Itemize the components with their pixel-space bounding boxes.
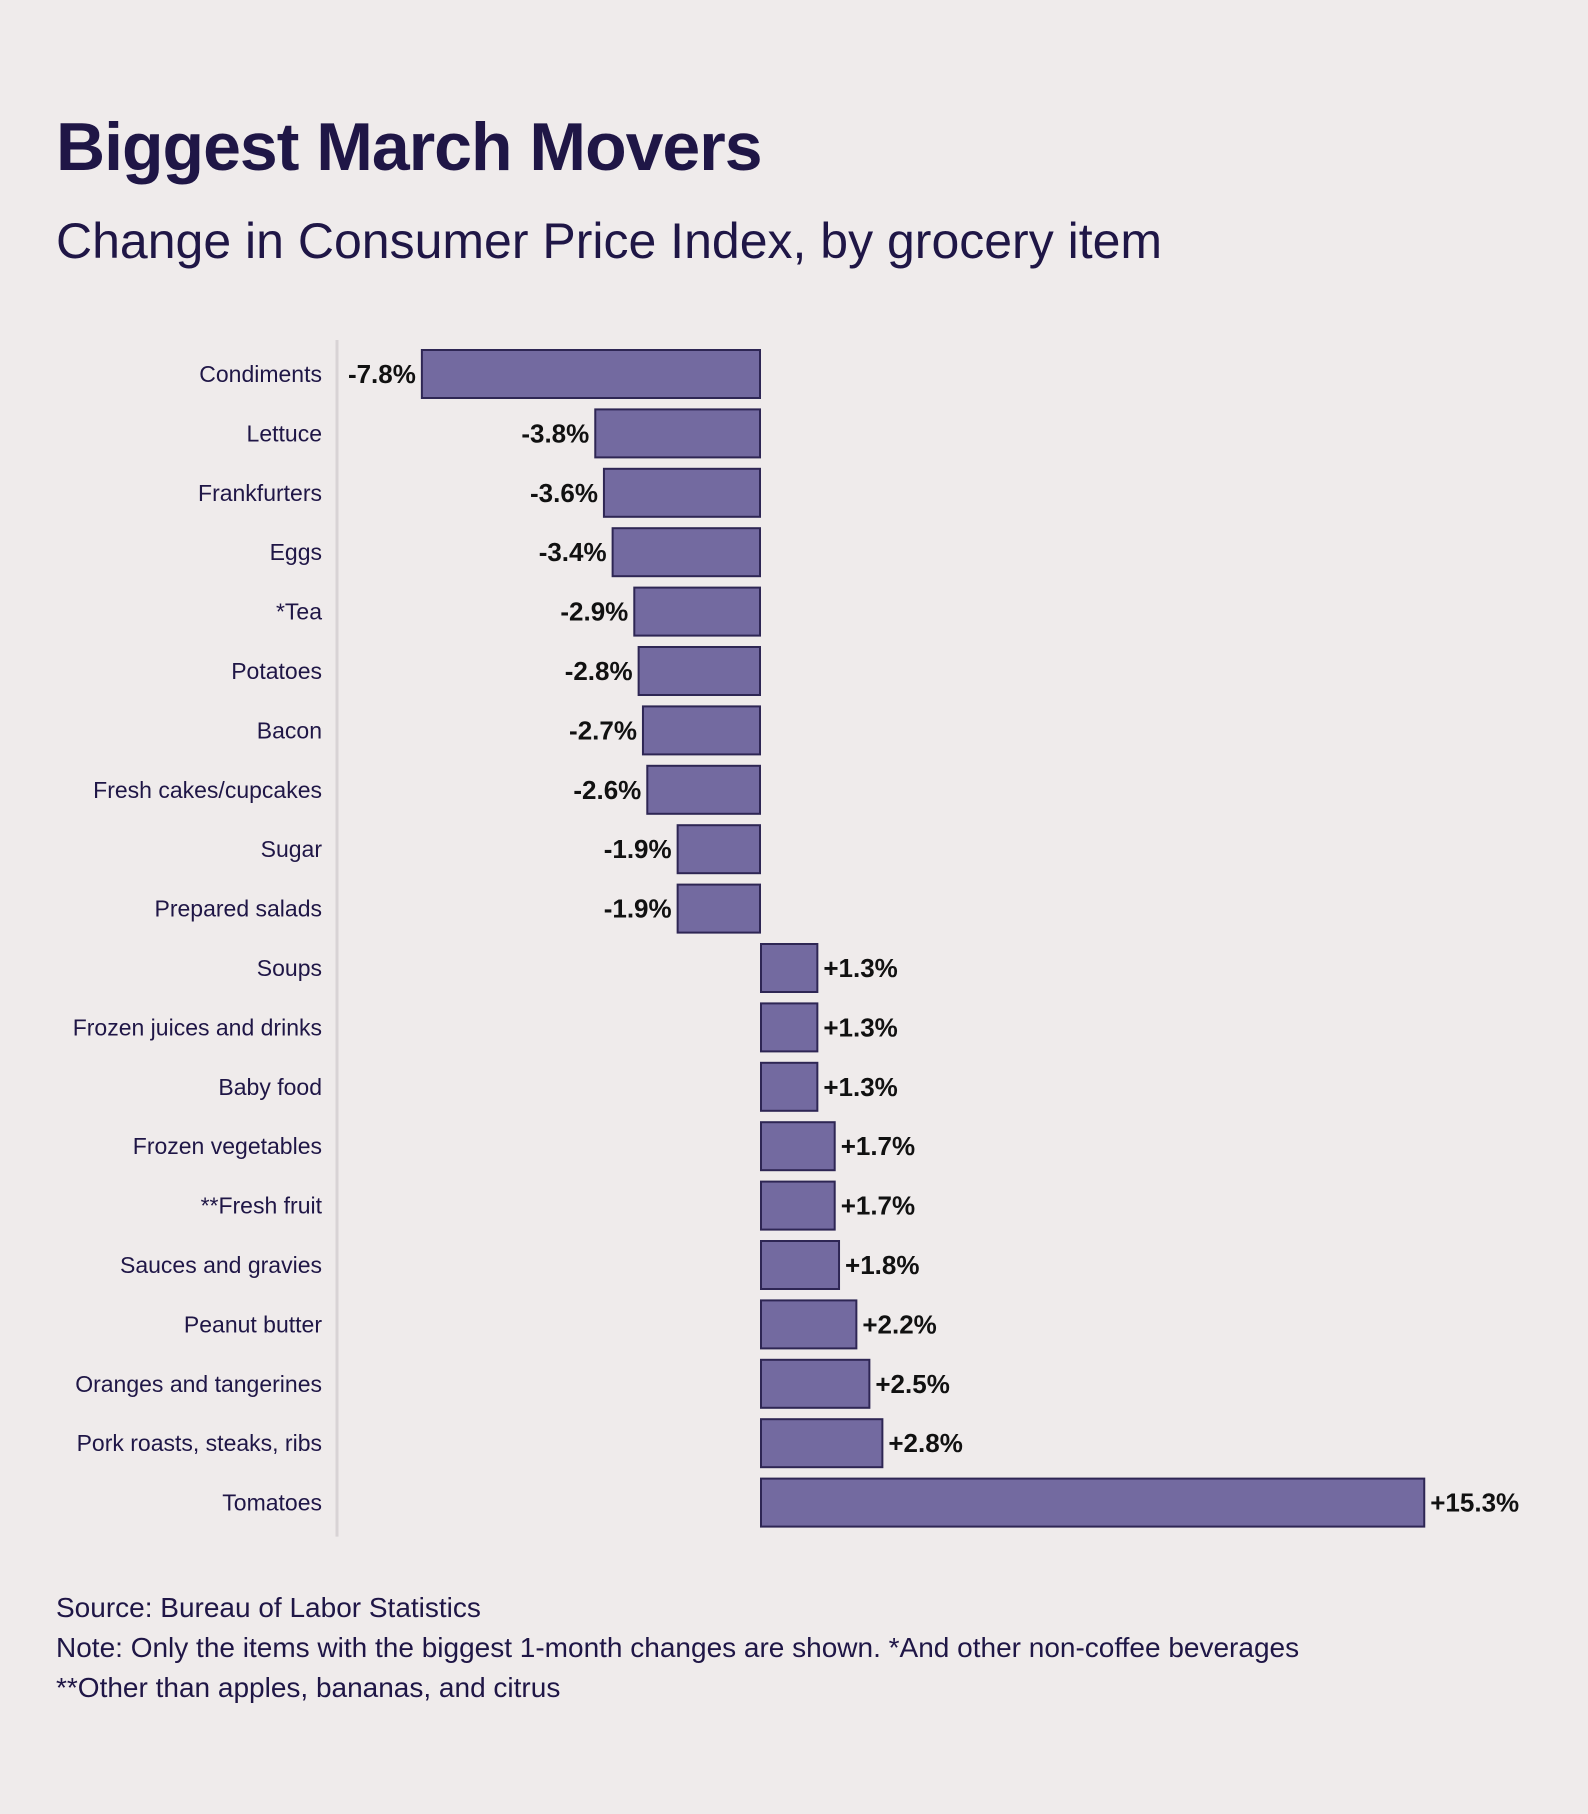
value-label: +2.8% [888, 1428, 962, 1458]
category-label: Pork roasts, steaks, ribs [77, 1430, 322, 1456]
chart-title: Biggest March Movers [56, 109, 763, 185]
value-label: -2.9% [560, 597, 628, 627]
bar [594, 408, 762, 459]
bar [676, 883, 762, 934]
bar [760, 1121, 836, 1172]
category-label: Condiments [199, 361, 322, 387]
value-label: -3.6% [530, 478, 598, 508]
category-label: Sauces and gravies [120, 1252, 322, 1278]
value-label: -7.8% [348, 359, 416, 389]
source-note: Source: Bureau of Labor Statistics [56, 1592, 481, 1623]
value-label: -1.9% [604, 894, 672, 924]
value-label: +1.8% [845, 1250, 919, 1280]
footnote: Note: Only the items with the biggest 1-… [56, 1632, 1300, 1703]
value-label: +1.3% [823, 953, 897, 983]
value-label: -2.6% [573, 775, 641, 805]
value-label: +1.3% [823, 1072, 897, 1102]
category-label: Prepared salads [155, 896, 323, 922]
bar [760, 1240, 841, 1290]
value-label: +1.7% [841, 1131, 915, 1161]
value-label: -2.8% [565, 656, 633, 686]
bar [602, 467, 761, 518]
category-label: Soups [257, 955, 322, 981]
value-label: +2.5% [875, 1369, 949, 1399]
category-label: Baby food [218, 1074, 322, 1100]
category-label: Eggs [270, 539, 322, 565]
bar [420, 349, 761, 399]
category-label: Frozen vegetables [133, 1133, 322, 1159]
value-label: -1.9% [604, 834, 672, 864]
bar [646, 764, 761, 815]
chart-subtitle: Change in Consumer Price Index, by groce… [56, 213, 1163, 269]
value-label: +1.7% [841, 1191, 915, 1221]
bar [760, 1002, 819, 1053]
bar [676, 824, 762, 875]
category-label: Potatoes [231, 658, 322, 684]
category-label: Fresh cakes/cupcakes [93, 777, 322, 803]
value-label: -3.4% [539, 537, 607, 567]
bar [760, 1180, 836, 1231]
bar [637, 646, 761, 696]
category-label: *Tea [276, 599, 322, 625]
value-label: -3.8% [521, 418, 589, 448]
value-label: -2.7% [569, 715, 637, 745]
bar [760, 1358, 871, 1409]
bar-chart: Condiments -7.8% Lettuce -3.8% Frankfurters -… [73, 340, 1519, 1537]
category-label: Tomatoes [222, 1490, 322, 1516]
bar [611, 527, 761, 578]
category-label: Frozen juices and drinks [73, 1014, 322, 1040]
bar [760, 1299, 858, 1350]
chart-footer: Source: Bureau of Labor Statistics Note:… [56, 1588, 1356, 1708]
bar [760, 1477, 1426, 1528]
value-label: +15.3% [1430, 1488, 1519, 1518]
bar [760, 943, 819, 993]
bar [760, 1418, 884, 1469]
category-label: **Fresh fruit [201, 1193, 323, 1219]
category-label: Lettuce [247, 420, 322, 446]
bar [641, 705, 762, 756]
category-label: Sugar [261, 836, 323, 862]
bar [760, 1061, 819, 1112]
value-label: +2.2% [862, 1309, 936, 1339]
category-label: Oranges and tangerines [75, 1371, 322, 1397]
category-label: Frankfurters [198, 480, 322, 506]
category-label: Peanut butter [184, 1311, 322, 1337]
category-label: Bacon [257, 717, 322, 743]
bar [633, 586, 761, 637]
value-label: +1.3% [823, 1012, 897, 1042]
